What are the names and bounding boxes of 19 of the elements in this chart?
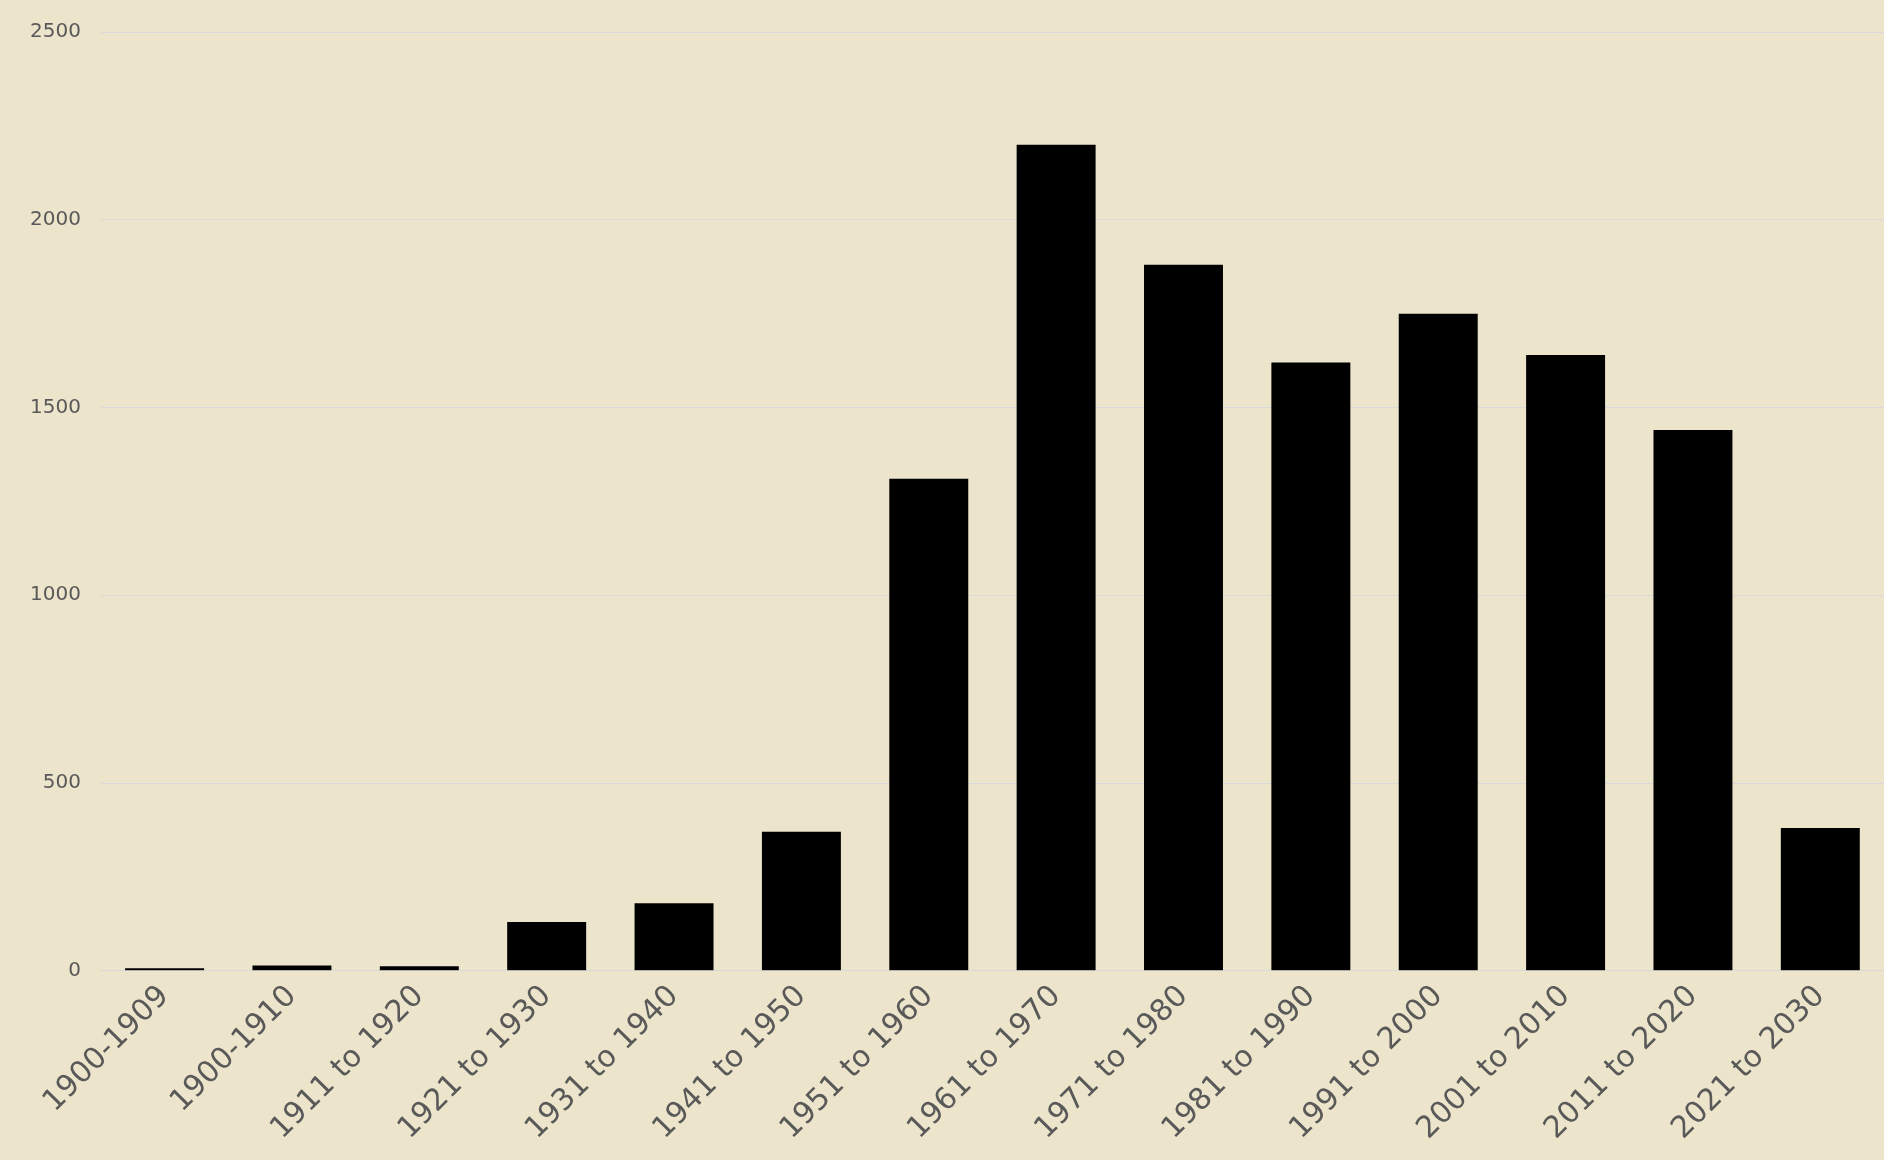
y-tick-label: 500: [42, 769, 81, 794]
bar: [379, 966, 459, 971]
bar: [1271, 362, 1351, 971]
bar: [1653, 430, 1733, 971]
bar: [1398, 313, 1478, 971]
bar: [889, 478, 969, 971]
bar: [507, 921, 587, 971]
y-tick-label: 1500: [29, 393, 81, 418]
y-tick-label: 2000: [29, 205, 81, 230]
bar: [1144, 264, 1223, 971]
bar: [1016, 144, 1096, 971]
bar: [125, 968, 205, 971]
bar: [634, 903, 714, 971]
y-tick-label: 1000: [29, 581, 81, 606]
bar: [1780, 828, 1860, 971]
y-tick-label: 0: [68, 956, 81, 981]
y-tick-label: 2500: [29, 18, 81, 43]
bar: [761, 831, 841, 971]
bar: [1526, 354, 1606, 971]
